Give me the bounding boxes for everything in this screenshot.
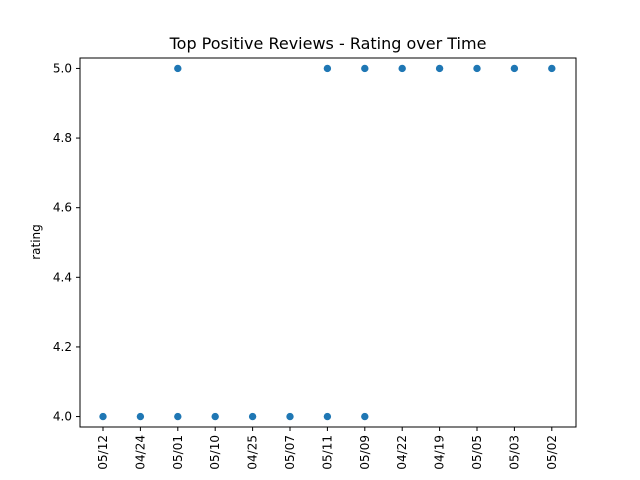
x-tick-label: 04/22 — [395, 435, 409, 470]
y-axis-ticks: 4.0 4.2 4.4 4.6 4.8 5.0 — [53, 61, 80, 424]
x-tick-label: 05/07 — [283, 435, 297, 470]
scatter-point — [360, 412, 370, 421]
scatter-point — [285, 412, 295, 421]
x-tick-label: 04/25 — [246, 435, 260, 470]
scatter-point — [397, 64, 407, 73]
scatter-point — [323, 64, 332, 73]
scatter-point — [547, 64, 557, 73]
scatter-point — [173, 64, 183, 73]
plot-frame — [79, 57, 577, 428]
x-tick-label: 05/10 — [208, 435, 222, 470]
y-tick-label: 4.0 — [53, 410, 72, 424]
scatter-point — [323, 412, 332, 421]
y-tick-label: 4.6 — [53, 201, 72, 215]
y-tick-label: 4.8 — [53, 131, 72, 145]
y-tick-label: 5.0 — [53, 61, 72, 75]
scatter-point — [136, 412, 145, 421]
scatter-point — [210, 412, 220, 421]
y-axis-label: rating — [29, 224, 43, 260]
scatter-point — [360, 64, 370, 73]
scatter-point — [248, 412, 257, 421]
x-axis-ticks: 05/12 04/24 05/01 05/10 04/25 05/07 05/11 05/09… — [96, 427, 559, 470]
y-tick-label: 4.4 — [53, 270, 72, 284]
x-tick-label: 05/03 — [507, 435, 521, 470]
scatter-point — [510, 64, 519, 73]
x-tick-label: 05/09 — [358, 435, 372, 470]
x-tick-label: 05/05 — [470, 435, 484, 470]
scatter-point — [435, 64, 444, 73]
x-tick-label: 04/19 — [433, 435, 447, 470]
x-tick-label: 04/24 — [133, 435, 147, 470]
x-tick-label: 05/12 — [96, 435, 110, 470]
data-points — [98, 64, 557, 421]
scatter-point — [472, 64, 482, 73]
x-tick-label: 05/01 — [171, 435, 185, 470]
x-tick-label: 05/11 — [320, 435, 334, 470]
chart-title: Top Positive Reviews - Rating over Time — [169, 34, 487, 53]
y-tick-label: 4.2 — [53, 340, 72, 354]
scatter-point — [173, 412, 183, 421]
scatter-point — [98, 412, 108, 421]
x-tick-label: 05/02 — [545, 435, 559, 470]
